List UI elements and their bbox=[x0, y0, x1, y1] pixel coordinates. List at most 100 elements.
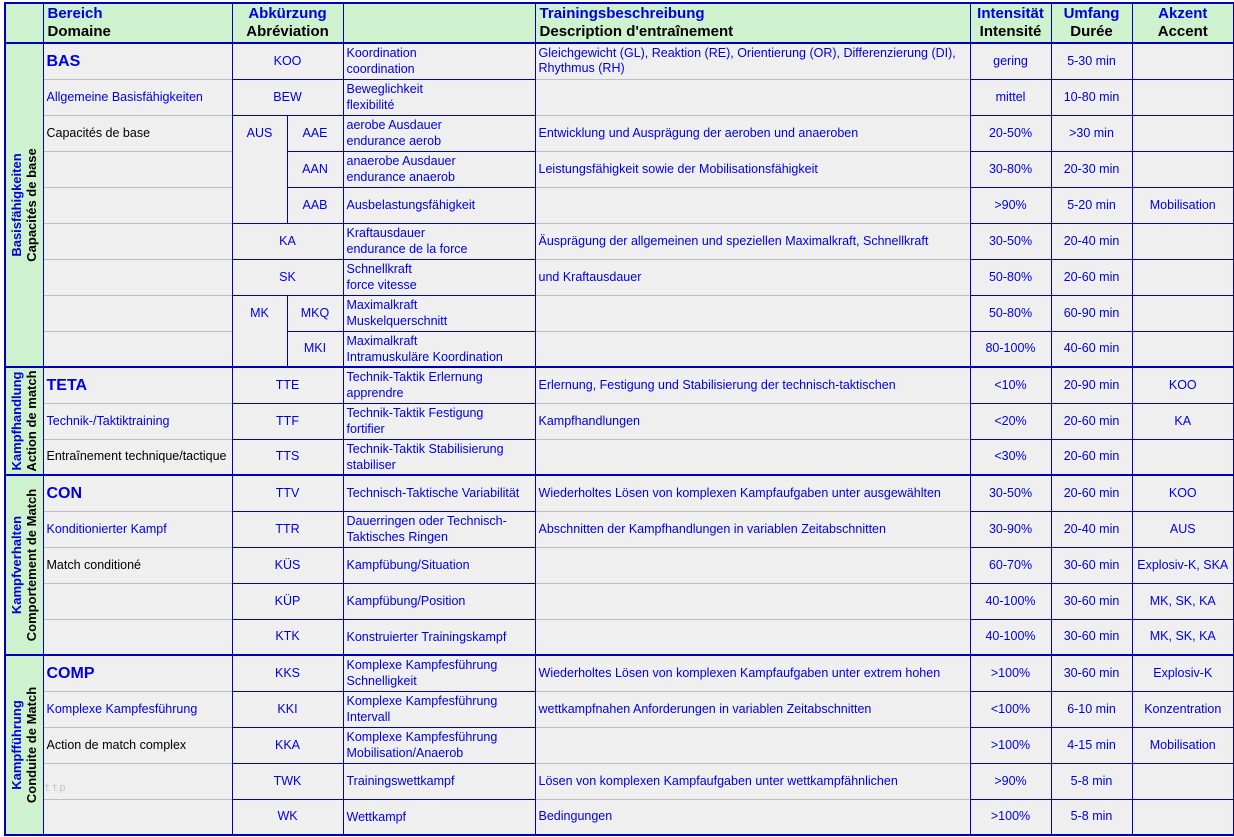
table-row: MKI Maximalkraft Intramuskuläre Koordinat… bbox=[5, 330, 1234, 367]
table-row: SK Schnellkraft force vitesse und Kraftau… bbox=[5, 258, 1234, 295]
table-row: Kampfhandlung Action de match TETA TTE Te… bbox=[4, 366, 1234, 475]
cell-name: anaerobe Ausdauer endurance anaerob bbox=[342, 150, 536, 187]
cell-intensity: <30% bbox=[969, 438, 1052, 475]
cell-description bbox=[534, 582, 971, 619]
cell-abbr: MKI bbox=[286, 330, 344, 367]
cell-accent: Mobilisation bbox=[1131, 186, 1234, 223]
cell-description: Abschnitten der Kampfhandlungen in varia… bbox=[534, 510, 971, 547]
cell-duration: 20-60 min bbox=[1050, 438, 1133, 475]
table-row: KÜP Kampfübung/Position 40-100% 30-60 mi… bbox=[5, 582, 1234, 619]
cell-accent: Explosiv-K, SKA bbox=[1131, 546, 1234, 583]
cell-description bbox=[534, 186, 971, 223]
cell-abbr: KTK bbox=[231, 618, 344, 655]
cell-intensity: 50-80% bbox=[969, 258, 1052, 295]
cell-bereich bbox=[42, 294, 232, 331]
cell-description: Wiederholtes Lösen von komplexen Kampfau… bbox=[534, 654, 971, 691]
cell-abbr: AAE bbox=[286, 114, 344, 151]
group-label-kampfhandlung: Kampfhandlung Action de match bbox=[4, 366, 43, 475]
table-row: WK Wettkampf Bedingungen >100% 5-8 min bbox=[5, 798, 1234, 835]
cell-description bbox=[534, 546, 971, 583]
cell-name: Beweglichkeit flexibilité bbox=[342, 78, 536, 115]
cell-duration: 20-30 min bbox=[1050, 150, 1133, 187]
cell-accent: KA bbox=[1131, 402, 1234, 439]
cell-accent: MK, SK, KA bbox=[1131, 618, 1234, 655]
cell-description bbox=[534, 438, 971, 475]
table-row: Kampfverhalten Comportement de Match CON … bbox=[4, 474, 1234, 655]
cell-duration: 20-90 min bbox=[1050, 366, 1133, 403]
header-bereich-fr: Domaine bbox=[47, 23, 111, 40]
cell-bereich: COMP bbox=[42, 654, 232, 691]
cell-accent: Konzentration bbox=[1131, 690, 1234, 727]
cell-name: Komplexe Kampfesführung Schnelligkeit bbox=[342, 654, 536, 691]
col-header-akzent: Akzent Accent bbox=[1131, 2, 1234, 43]
cell-description: Kampfhandlungen bbox=[534, 402, 971, 439]
cell-bereich bbox=[42, 330, 232, 367]
header-beschreibung-fr: Description d'entraînement bbox=[539, 23, 734, 40]
table-row: AAB Ausbelastungsfähigkeit >90% 5-20 min… bbox=[5, 186, 1234, 223]
cell-intensity: 30-50% bbox=[969, 222, 1052, 259]
header-row: Bereich Domaine Abkürzung Abréviation Trai… bbox=[4, 2, 1234, 43]
cell-intensity: 50-80% bbox=[969, 294, 1052, 331]
cell-abbr: AAN bbox=[286, 150, 344, 187]
table-row: MK MKQ Maximalkraft Muskelquerschnitt 50-… bbox=[5, 294, 1234, 367]
watermark: ttp bbox=[44, 781, 67, 794]
col-header-bereich: Bereich Domaine bbox=[42, 2, 232, 43]
cell-intensity: <100% bbox=[969, 690, 1052, 727]
cell-intensity: >100% bbox=[969, 654, 1052, 691]
cell-bereich: CON bbox=[42, 474, 232, 511]
cell-abbr: TTF bbox=[231, 402, 344, 439]
header-akzent-fr: Accent bbox=[1157, 23, 1208, 40]
cell-name: Wettkampf bbox=[342, 798, 536, 835]
cell-abbr: AAB bbox=[286, 186, 344, 223]
cell-abbr: TTS bbox=[231, 438, 344, 475]
cell-abbr: TTR bbox=[231, 510, 344, 547]
cell-intensity: >90% bbox=[969, 186, 1052, 223]
cell-bereich: Allgemeine Basisfähigkeiten bbox=[42, 78, 232, 115]
cell-bereich: Technik-/Taktiktraining bbox=[42, 402, 232, 439]
cell-name: Koordination coordination bbox=[342, 42, 536, 79]
cell-abbr: TTE bbox=[231, 366, 344, 403]
group-label-basisfaehigkeiten: Basisfähigkeiten Capacités de base bbox=[4, 42, 43, 367]
cell-description bbox=[534, 294, 971, 331]
cell-intensity: <10% bbox=[969, 366, 1052, 403]
table-row: Komplexe Kampfesführung KKI Komplexe Kam… bbox=[5, 690, 1234, 727]
cell-intensity: 20-50% bbox=[969, 114, 1052, 151]
cell-name: Ausbelastungsfähigkeit bbox=[342, 186, 536, 223]
col-header-umfang: Umfang Durée bbox=[1050, 2, 1133, 43]
cell-abbr: TTV bbox=[231, 474, 344, 511]
cell-description bbox=[534, 330, 971, 367]
cell-accent bbox=[1131, 330, 1234, 367]
cell-duration: 4-15 min bbox=[1050, 726, 1133, 763]
group-label-de: Basisfähigkeiten bbox=[9, 153, 25, 257]
cell-description bbox=[534, 618, 971, 655]
cell-accent bbox=[1131, 42, 1234, 79]
cell-bereich: Capacités de base bbox=[42, 114, 232, 151]
cell-bereich: BAS bbox=[42, 42, 232, 79]
cell-accent: MK, SK, KA bbox=[1131, 582, 1234, 619]
cell-accent bbox=[1131, 150, 1234, 187]
col-header-intensitaet: Intensität Intensité bbox=[969, 2, 1052, 43]
table-row: Entraînement technique/tactique TTS Tech… bbox=[5, 438, 1234, 475]
cell-accent: KOO bbox=[1131, 366, 1234, 403]
cell-accent: KOO bbox=[1131, 474, 1234, 511]
col-header-abkuerzung: Abkürzung Abréviation bbox=[231, 2, 344, 43]
header-abkuerzung-fr: Abréviation bbox=[246, 23, 329, 40]
table-row: Basisfähigkeiten Capacités de base BAS KO… bbox=[4, 42, 1234, 367]
group-label-de: Kampfverhalten bbox=[9, 515, 25, 615]
cell-name: Trainingswettkampf bbox=[342, 762, 536, 799]
cell-abbr-group: AUS bbox=[231, 114, 287, 223]
cell-abbr: TWK bbox=[231, 762, 344, 799]
cell-abbr: KÜS bbox=[231, 546, 344, 583]
cell-bereich bbox=[42, 222, 232, 259]
cell-name: Komplexe Kampfesführung Intervall bbox=[342, 690, 536, 727]
cell-duration: 6-10 min bbox=[1050, 690, 1133, 727]
cell-bereich bbox=[42, 186, 232, 223]
header-umfang-de: Umfang bbox=[1063, 5, 1120, 22]
cell-intensity: 40-100% bbox=[969, 582, 1052, 619]
group-label-fr: Action de match bbox=[24, 370, 40, 472]
cell-intensity: <20% bbox=[969, 402, 1052, 439]
cell-accent bbox=[1131, 798, 1234, 835]
cell-abbr: KÜP bbox=[231, 582, 344, 619]
cell-duration: 40-60 min bbox=[1050, 330, 1133, 367]
cell-name: Maximalkraft Muskelquerschnitt bbox=[342, 294, 536, 331]
